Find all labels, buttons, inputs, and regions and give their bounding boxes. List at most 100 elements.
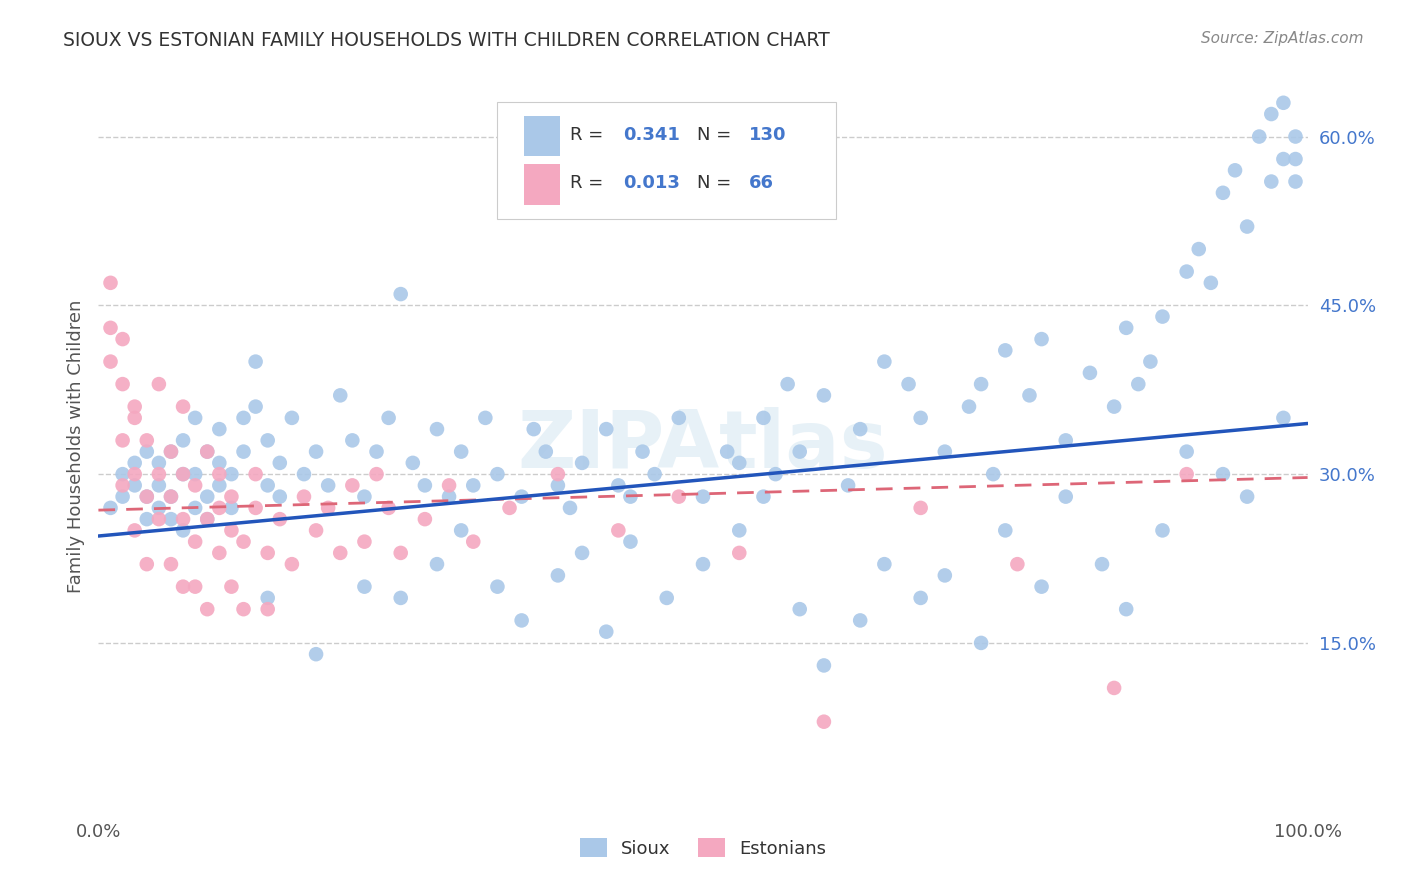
Point (221, 467, 243, 482)
Point (474, 410, 496, 425)
Point (571, 546, 593, 560)
Point (135, 512, 157, 526)
Point (910, 500, 932, 515)
Point (221, 524, 243, 538)
Point (644, 467, 666, 482)
Point (498, 500, 520, 515)
Point (547, 478, 569, 492)
Point (619, 490, 641, 504)
Point (100, 500, 122, 515)
Point (135, 490, 157, 504)
Point (124, 524, 146, 538)
Point (1236, 219, 1258, 234)
Point (1188, 242, 1211, 256)
Point (208, 456, 231, 470)
Point (413, 478, 436, 492)
Point (160, 512, 183, 526)
Point (692, 557, 714, 571)
Point (124, 467, 146, 482)
Point (1272, 410, 1295, 425)
Point (631, 444, 654, 458)
Point (523, 422, 546, 436)
Point (1212, 186, 1234, 200)
Point (184, 478, 207, 492)
Point (957, 400, 980, 414)
Point (1115, 321, 1137, 335)
Point (366, 444, 388, 458)
Point (765, 467, 787, 482)
Point (752, 410, 775, 425)
Point (329, 546, 352, 560)
Point (1054, 490, 1077, 504)
Point (281, 410, 304, 425)
Point (160, 490, 183, 504)
Point (208, 467, 231, 482)
Point (256, 602, 278, 616)
Point (413, 512, 436, 526)
Point (994, 343, 1017, 358)
Point (1018, 388, 1040, 402)
Text: Source: ZipAtlas.com: Source: ZipAtlas.com (1201, 31, 1364, 46)
FancyBboxPatch shape (498, 103, 837, 219)
Point (389, 591, 412, 605)
Point (316, 500, 339, 515)
Point (1152, 310, 1174, 324)
Point (450, 444, 472, 458)
Y-axis label: Family Households with Children: Family Households with Children (66, 300, 84, 592)
Point (1102, 400, 1125, 414)
Point (172, 512, 194, 526)
Point (232, 410, 254, 425)
Point (595, 422, 617, 436)
Point (208, 500, 231, 515)
Point (1260, 175, 1282, 189)
Point (245, 467, 267, 482)
Point (981, 467, 1004, 482)
Point (342, 478, 364, 492)
Point (124, 400, 146, 414)
Text: R =: R = (569, 126, 609, 144)
Point (292, 467, 315, 482)
Point (897, 377, 920, 392)
Point (994, 524, 1017, 538)
Point (269, 490, 291, 504)
Point (195, 512, 218, 526)
Point (1152, 524, 1174, 538)
Text: R =: R = (569, 174, 609, 192)
Point (1175, 444, 1198, 458)
Text: 0.013: 0.013 (623, 174, 681, 192)
Point (256, 478, 278, 492)
Point (281, 557, 304, 571)
Point (1249, 129, 1271, 144)
Point (221, 490, 243, 504)
Point (305, 444, 328, 458)
Point (910, 410, 932, 425)
Point (184, 580, 207, 594)
Point (402, 456, 425, 470)
Point (426, 557, 449, 571)
Point (148, 478, 170, 492)
Point (329, 388, 352, 402)
FancyBboxPatch shape (524, 116, 561, 156)
Point (789, 444, 811, 458)
Point (135, 490, 157, 504)
Point (655, 591, 678, 605)
Point (728, 546, 751, 560)
Point (135, 557, 157, 571)
Point (1054, 434, 1077, 448)
Point (208, 546, 231, 560)
Point (148, 512, 170, 526)
Point (124, 456, 146, 470)
Point (195, 444, 218, 458)
Point (208, 478, 231, 492)
Point (849, 422, 872, 436)
Point (595, 624, 617, 639)
Point (1128, 377, 1150, 392)
Point (353, 580, 375, 594)
Point (245, 354, 267, 368)
Point (970, 636, 993, 650)
Point (184, 534, 207, 549)
Point (111, 377, 134, 392)
Point (195, 444, 218, 458)
Point (619, 534, 641, 549)
Point (256, 591, 278, 605)
